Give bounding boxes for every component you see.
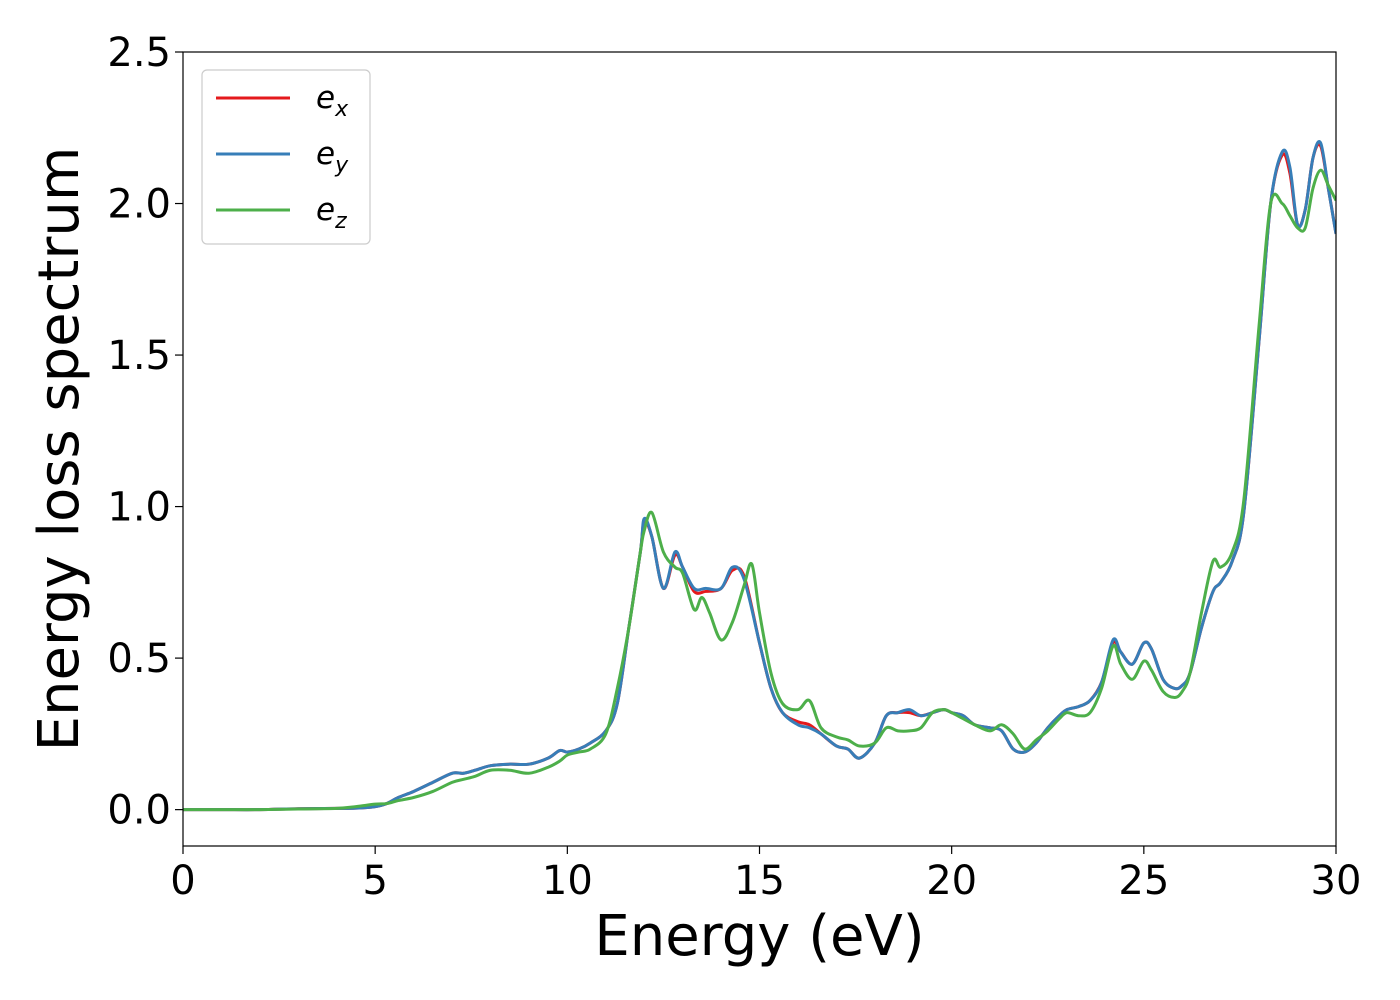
x-tick-label: 20 <box>926 858 977 904</box>
plot-background <box>183 52 1336 846</box>
x-tick-label: 0 <box>170 858 195 904</box>
y-tick-label: 2.0 <box>107 182 171 228</box>
series-layer <box>183 140 1336 812</box>
axes-layer: 0 5 10 15 20 25 30 0.0 0.5 1.0 1.5 2.0 2.5 <box>107 30 1361 904</box>
series-line-z <box>183 168 1336 812</box>
x-tick-label: 15 <box>734 858 785 904</box>
legend-box <box>201 69 371 245</box>
y-axis-title: Energy loss spectrum <box>27 147 92 752</box>
x-tick-label: 10 <box>542 858 593 904</box>
x-tick-label: 30 <box>1311 858 1362 904</box>
legend-label-x: ex <box>316 80 349 122</box>
y-tick-label: 1.0 <box>107 485 171 531</box>
y-tick-label: 1.5 <box>107 333 171 379</box>
x-axis-title: Energy (eV) <box>594 904 924 969</box>
y-tick-label: 0.0 <box>107 788 171 834</box>
legend-label-z: ez <box>316 192 347 234</box>
legend-label-sub: x <box>334 97 349 122</box>
legend-label-main: e <box>316 192 335 228</box>
legend-label-sub: y <box>334 153 349 178</box>
legend-label-main: e <box>316 80 335 116</box>
plot-area <box>183 52 1336 846</box>
x-tick-label: 25 <box>1118 858 1169 904</box>
x-tick-label: 5 <box>362 858 387 904</box>
legend-label-y: ey <box>316 136 349 178</box>
y-tick-label: 0.5 <box>107 636 171 682</box>
y-tick-label: 2.5 <box>107 30 171 76</box>
legend-label-sub: z <box>334 209 347 234</box>
legend-label-main: e <box>316 136 335 172</box>
